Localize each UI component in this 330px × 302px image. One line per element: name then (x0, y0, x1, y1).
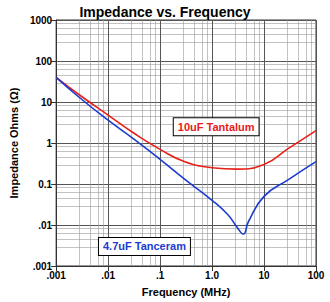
svg-text:10uF Tantalum: 10uF Tantalum (178, 121, 255, 133)
svg-text:1000: 1000 (30, 15, 53, 26)
svg-text:.001: .001 (46, 270, 66, 281)
svg-text:.001: .001 (32, 260, 53, 272)
svg-text:100: 100 (35, 56, 52, 67)
svg-text:1.0: 1.0 (205, 270, 219, 281)
svg-text:1: 1 (47, 138, 53, 149)
svg-text:Impedance vs. Frequency: Impedance vs. Frequency (79, 4, 250, 20)
svg-text:4.7uF Tanceram: 4.7uF Tanceram (103, 240, 186, 252)
svg-text:0.1: 0.1 (38, 179, 52, 190)
svg-text:10: 10 (41, 97, 53, 108)
svg-text:.01: .01 (101, 270, 115, 281)
svg-text:100: 100 (308, 270, 325, 281)
svg-text:10: 10 (258, 270, 270, 281)
svg-text:Frequency (MHz): Frequency (MHz) (142, 286, 231, 298)
svg-text:Impedance Ohms (Ω): Impedance Ohms (Ω) (8, 87, 20, 198)
svg-text:.1: .1 (156, 270, 165, 281)
svg-text:.01: .01 (38, 220, 52, 231)
